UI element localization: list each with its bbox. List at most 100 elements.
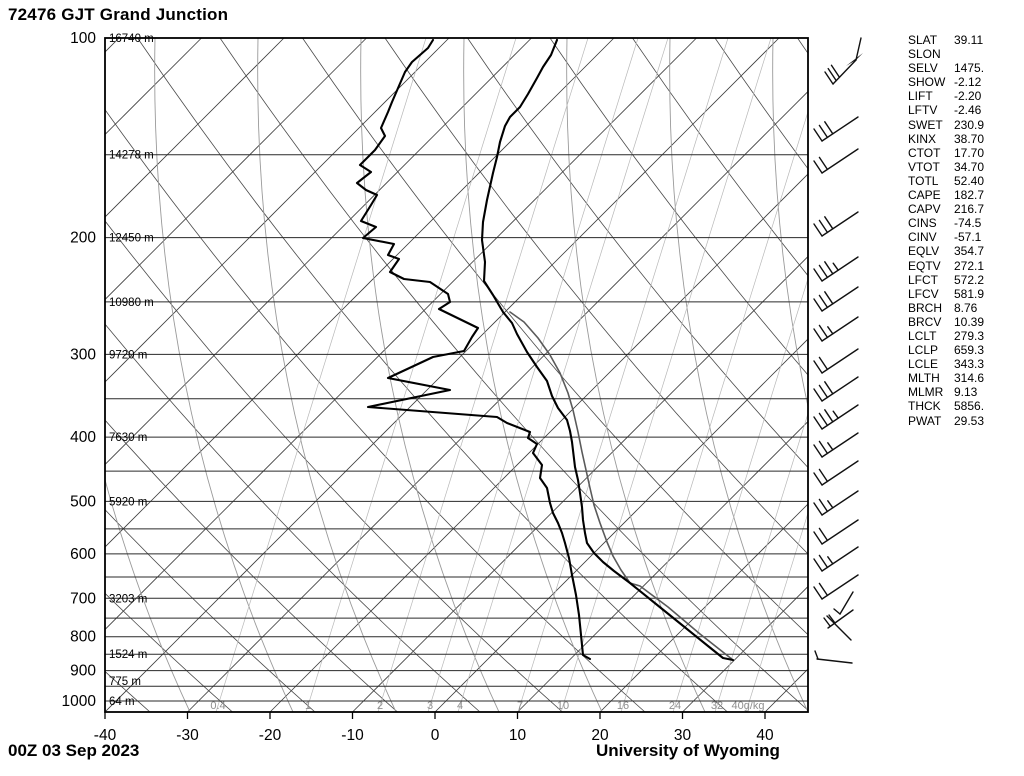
stat-row-lclt: LCLT 279.3 <box>908 329 984 343</box>
isotherm-line <box>269 173 808 712</box>
wind-barb <box>813 460 859 486</box>
stat-label: LIFT <box>908 89 933 104</box>
stat-row-pwat: PWAT 29.53 <box>908 414 984 428</box>
isotherm-line <box>352 255 808 712</box>
stat-row-capv: CAPV 216.7 <box>908 202 984 216</box>
mixing-ratio-line <box>427 38 639 712</box>
wind-barb <box>813 286 859 312</box>
stat-value: 1475. <box>954 61 985 76</box>
stat-value: 272.1 <box>954 258 985 273</box>
height-label: 16740 m <box>109 33 154 45</box>
parcel-trace <box>509 311 734 661</box>
stat-label: LFCV <box>908 286 939 301</box>
mixing-ratio-label: 32 <box>711 700 723 712</box>
stat-label: KINX <box>908 131 937 146</box>
stat-value: 39.11 <box>954 33 984 47</box>
mixing-ratio-line <box>560 38 772 712</box>
wind-barb <box>813 316 859 342</box>
stat-row-lift: LIFT -2.20 <box>908 89 984 103</box>
stat-label: EQTV <box>908 258 941 273</box>
stat-label: LCLE <box>908 357 939 372</box>
stat-label: LCLT <box>908 328 937 343</box>
stat-label: MLTH <box>908 371 940 386</box>
stat-value: 216.7 <box>954 202 985 217</box>
stat-value: 354.7 <box>954 244 985 259</box>
stat-label: EQLV <box>908 244 940 259</box>
stat-value: 52.40 <box>954 173 985 188</box>
mixing-ratio-label: 3 <box>427 700 433 712</box>
stat-label: CINV <box>908 230 937 245</box>
stat-value: 279.3 <box>954 328 985 343</box>
x-axis-label: 20 <box>591 727 609 744</box>
height-label: 10980 m <box>109 297 154 309</box>
pressure-axis-label: 500 <box>70 493 96 510</box>
height-label: 7630 m <box>109 432 147 444</box>
stat-row-cinv: CINV -57.1 <box>908 230 984 244</box>
height-label: 14278 m <box>109 150 154 162</box>
mixing-ratio-line <box>377 38 589 712</box>
pressure-axis-label: 100 <box>70 30 96 47</box>
isotherm-line <box>105 38 120 53</box>
isotherm-line <box>682 585 808 712</box>
stat-row-eqtv: EQTV 272.1 <box>908 259 984 273</box>
moist-adiabat-line <box>463 38 603 712</box>
dry-adiabat-line <box>105 220 563 712</box>
stat-label: MLMR <box>908 385 944 400</box>
stat-row-lfcv: LFCV 581.9 <box>908 287 984 301</box>
mixing-ratio-line <box>672 277 808 712</box>
moist-adiabat-line <box>772 38 808 409</box>
isotherm-line <box>105 38 202 136</box>
isotherm-line <box>105 38 367 301</box>
dry-adiabat-line <box>384 38 808 555</box>
isotherm-line <box>105 38 697 631</box>
dry-adiabat-line <box>219 38 808 711</box>
pressure-axis-label: 300 <box>70 346 96 363</box>
stat-row-totl: TOTL 52.40 <box>908 174 984 188</box>
stat-row-lftv: LFTV -2.46 <box>908 103 984 117</box>
height-label: 5920 m <box>109 496 147 508</box>
pressure-axis-label: 700 <box>70 590 96 607</box>
mixing-ratio-line <box>305 38 517 712</box>
stat-row-kinx: KINX 38.70 <box>908 132 984 146</box>
isotherm-line <box>105 38 532 466</box>
stat-value: 581.9 <box>954 286 985 301</box>
plot-border <box>104 37 809 713</box>
stat-row-slat: SLAT 39.11 <box>908 33 984 47</box>
stat-label: BRCV <box>908 314 942 329</box>
height-label: 9720 m <box>109 349 147 361</box>
stat-label: PWAT <box>908 413 942 428</box>
stat-row-mlth: MLTH 314.6 <box>908 371 984 385</box>
isotherm-line <box>187 90 808 712</box>
stat-label: SLON <box>908 47 941 62</box>
wind-barb <box>814 650 853 664</box>
wind-barb <box>813 432 859 458</box>
stat-label: THCK <box>908 399 941 414</box>
pressure-axis-label: 200 <box>70 230 96 247</box>
sounding-timestamp: 00Z 03 Sep 2023 <box>8 741 140 760</box>
stat-label: SHOW <box>908 75 946 90</box>
isotherm-line <box>599 503 808 712</box>
moist-adiabat-line <box>105 477 191 712</box>
dry-adiabat-line <box>105 323 481 712</box>
wind-barb <box>824 37 863 85</box>
stat-row-lcle: LCLE 343.3 <box>908 357 984 371</box>
stat-value: 38.70 <box>954 131 985 146</box>
moist-adiabat-line <box>154 38 294 712</box>
dry-adiabat-line <box>632 38 808 277</box>
wind-barb <box>823 609 854 641</box>
dewpoint-trace <box>355 38 592 661</box>
source-attribution: University of Wyoming <box>596 741 780 760</box>
moist-adiabat-line <box>257 38 397 712</box>
height-label: 64 m <box>109 696 135 708</box>
x-axis-label: -30 <box>176 727 199 744</box>
stat-value: 29.53 <box>954 413 985 428</box>
wind-barb <box>813 519 859 545</box>
stat-label: CINS <box>908 216 937 231</box>
mixing-ratio-line <box>215 38 427 712</box>
stat-value: 230.9 <box>954 117 985 132</box>
stat-value: -74.5 <box>954 216 982 231</box>
isotherm-line <box>434 338 808 712</box>
mixing-ratio-label: 1 <box>305 700 311 712</box>
moist-adiabat-line <box>669 38 808 712</box>
stat-row-show: SHOW -2.12 <box>908 75 984 89</box>
